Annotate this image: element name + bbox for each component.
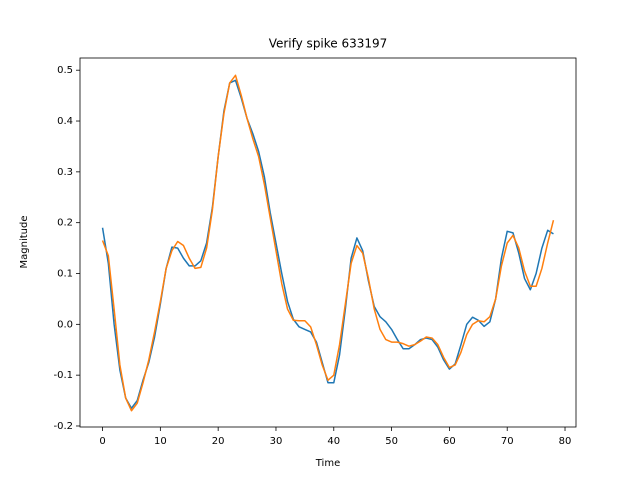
x-tick-label: 30: [270, 436, 283, 447]
chart-title: Verify spike 633197: [269, 37, 388, 51]
x-tick-label: 40: [327, 436, 340, 447]
series-line: [101, 74, 555, 412]
y-tick-label: 0.5: [57, 65, 73, 76]
y-tick-label: 0.0: [57, 319, 73, 330]
plot-frame: [79, 57, 577, 428]
x-tick-label: 80: [559, 436, 572, 447]
y-tick-label: 0.2: [57, 218, 73, 229]
x-axis-label: Time: [315, 458, 340, 469]
y-tick-label: -0.2: [53, 421, 73, 432]
y-tick-label: -0.1: [53, 370, 73, 381]
y-tick-label: 0.3: [57, 167, 73, 178]
y-tick-label: 0.4: [57, 116, 73, 127]
y-tick-label: 0.1: [57, 269, 73, 280]
x-tick-label: 20: [212, 436, 225, 447]
x-tick-label: 0: [99, 436, 105, 447]
y-axis-label: Magnitude: [19, 216, 30, 269]
x-tick-label: 70: [501, 436, 514, 447]
x-tick-label: 10: [154, 436, 167, 447]
x-tick-label: 60: [443, 436, 456, 447]
x-tick-label: 50: [385, 436, 398, 447]
